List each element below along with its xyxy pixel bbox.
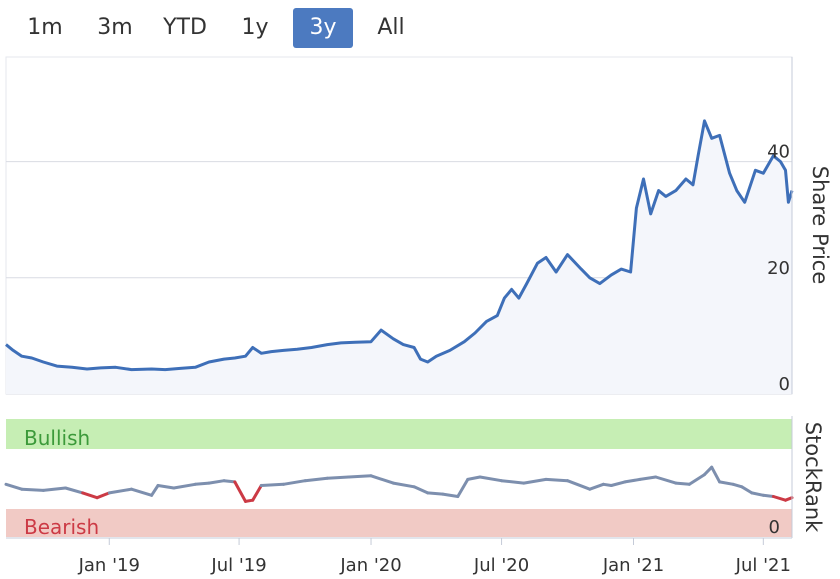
stockrank-line-segment	[20, 487, 45, 492]
bullish-label: Bullish	[24, 426, 90, 450]
stockrank-line-segment	[703, 465, 714, 477]
stockrank-line-segment	[156, 484, 176, 490]
stockrank-line-segment	[566, 479, 592, 491]
range-button-3m[interactable]: 3m	[97, 15, 133, 40]
price-line	[5, 119, 794, 372]
stockrank-line-segment	[674, 481, 691, 486]
stockrank-line-segment	[222, 479, 237, 484]
stockrank-line-segment	[412, 485, 430, 495]
range-button-all[interactable]: All	[377, 15, 405, 40]
x-tick-label: Jul '20	[473, 555, 529, 576]
stockrank-line-segment	[687, 473, 706, 486]
price-area-fill	[6, 120, 792, 395]
stockrank-line-segment	[588, 482, 605, 491]
stockrank-line	[4, 465, 794, 503]
stockrank-line-segment	[623, 477, 642, 484]
x-tick-label: Jul '19	[210, 555, 266, 576]
range-selector: 1m 3m YTD 1y 3y All	[0, 0, 420, 52]
stockrank-line-segment	[259, 482, 285, 487]
stockrank-line-segment	[325, 475, 351, 480]
stockrank-line-segment	[478, 475, 504, 483]
stockrank-line-segment	[193, 481, 211, 486]
stockrank-line-segment	[609, 480, 627, 487]
stockrank-line-segment	[207, 479, 226, 485]
stockrank-line-segment	[426, 491, 445, 496]
price-panel: 0 20 40 Share Price	[5, 56, 832, 395]
stockrank-line-segment	[303, 476, 329, 483]
stockrank-y-tick-label: 0	[769, 517, 780, 538]
stockrank-line-segment	[771, 495, 787, 502]
stockrank-line-segment	[391, 481, 416, 489]
x-tick-label: Jan '19	[78, 555, 140, 576]
stockrank-line-segment	[522, 477, 548, 485]
price-y-tick-label: 40	[767, 142, 790, 163]
range-button-1m[interactable]: 1m	[27, 15, 63, 40]
stockrank-line-segment	[347, 474, 373, 479]
price-y-tick-labels: 0 20 40	[767, 142, 790, 395]
x-tick-label: Jan '21	[602, 555, 664, 576]
stockrank-line-segment	[107, 487, 133, 495]
stockrank-line-segment	[784, 496, 794, 502]
range-button-ytd[interactable]: YTD	[163, 15, 207, 40]
bearish-label: Bearish	[24, 515, 99, 539]
stockrank-line-segment	[654, 475, 678, 485]
stockrank-line-segment	[81, 491, 99, 500]
stockrank-line-segment	[233, 480, 247, 503]
bearish-band	[6, 509, 792, 537]
stockrank-line-segment	[251, 484, 263, 502]
stockrank-line-segment	[130, 487, 154, 497]
x-axis-ticks: Jan '19 Jul '19 Jan '20 Jul '20 Jan '21 Jul '…	[78, 538, 791, 576]
price-y-tick-label: 0	[779, 374, 790, 395]
stockrank-line-segment	[441, 492, 460, 498]
stockrank-line-segment	[4, 482, 24, 491]
stockrank-line-segment	[369, 474, 395, 485]
stockrank-line-segment	[750, 491, 765, 497]
stockrank-line-segment	[150, 484, 160, 497]
stockrank-line-segment	[740, 485, 754, 495]
stockrank-line-segment	[172, 482, 197, 490]
price-axis-title: Share Price	[808, 166, 832, 285]
stockrank-line-segment	[638, 475, 658, 481]
range-button-1y[interactable]: 1y	[241, 15, 269, 40]
stockrank-line-segment	[466, 475, 482, 481]
stockrank-line-segment	[95, 491, 111, 500]
stockrank-panel: Bullish Bearish 0 StockRank Jan '19 Jul '…	[4, 416, 825, 576]
x-tick-label: Jul '21	[735, 555, 791, 576]
stockrank-line-segment	[718, 480, 735, 486]
stockrank-line-segment	[761, 493, 775, 498]
x-tick-label: Jan '20	[339, 555, 401, 576]
range-button-3y[interactable]: 3y	[293, 8, 353, 48]
bullish-band	[6, 419, 792, 449]
stockrank-line-segment	[456, 477, 470, 498]
stockrank-line-segment	[544, 477, 569, 483]
stockrank-line-segment	[64, 486, 85, 495]
price-y-tick-label: 20	[767, 258, 790, 279]
stockrank-line-segment	[282, 479, 307, 486]
stockrank-line-segment	[500, 479, 526, 485]
stockrank-line-segment	[41, 486, 67, 492]
stockrank-axis-title: StockRank	[801, 422, 825, 533]
stockrank-line-segment	[710, 465, 722, 484]
